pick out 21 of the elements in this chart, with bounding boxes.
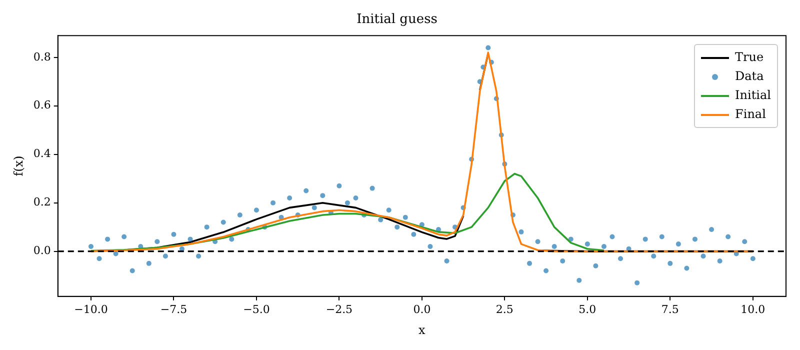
legend-label: Initial	[735, 87, 771, 104]
chart-title: Initial guess	[356, 12, 438, 28]
x-tick-label: 10.0	[740, 302, 766, 316]
y-tick-label: 0.4	[33, 147, 51, 160]
x-tick-label: 5.0	[578, 302, 596, 316]
x-axis-title: x	[418, 322, 426, 337]
x-tick-label: −10.0	[74, 302, 108, 316]
legend-label: Final	[735, 106, 766, 123]
x-tick-label: −2.5	[326, 302, 353, 316]
legend-label: Data	[735, 68, 764, 85]
legend-label: True	[735, 49, 764, 66]
y-tick-label: 0.2	[33, 196, 51, 209]
y-tick-label: 0.0	[33, 244, 51, 258]
y-axis-title: f(x)	[11, 156, 26, 176]
x-tick-label: −7.5	[160, 302, 188, 316]
x-tick-label: 2.5	[496, 302, 514, 316]
y-tick-label: 0.6	[33, 98, 51, 112]
x-tick-label: −5.0	[243, 302, 270, 316]
x-tick-label: 0.0	[413, 302, 431, 316]
y-tick-label: 0.8	[33, 50, 51, 64]
x-tick-label: 7.5	[661, 302, 679, 316]
